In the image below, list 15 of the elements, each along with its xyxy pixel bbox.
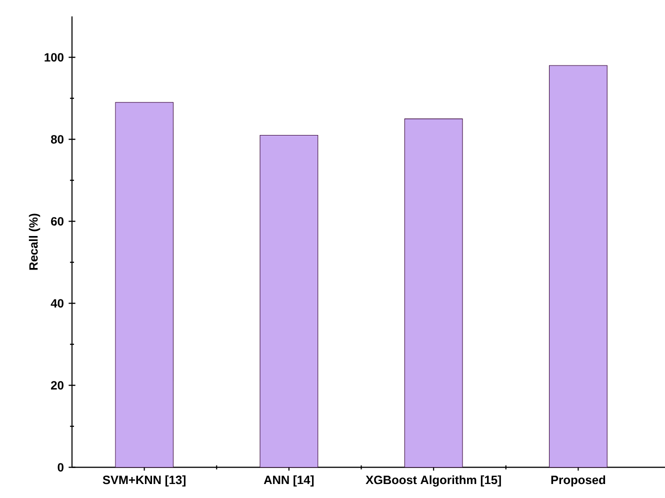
x-tick-label: SVM+KNN [13] [102,475,186,487]
bar [115,102,174,468]
x-tick-label: XGBoost Algorithm [15] [366,475,501,487]
bar [549,65,608,468]
bar [260,134,318,468]
y-tick-label: 60 [51,217,64,226]
x-tick-label: ANN [14] [264,475,314,487]
y-tick-label: 20 [51,381,64,390]
x-tick-label: Proposed [551,475,606,487]
y-tick-label: 40 [50,299,64,308]
bar [404,118,463,468]
y-tick-label: 80 [50,135,64,144]
y-axis-title: Recall (%) [28,214,40,270]
y-tick-label: 100 [44,53,64,62]
y-tick-label: 0 [58,463,64,472]
